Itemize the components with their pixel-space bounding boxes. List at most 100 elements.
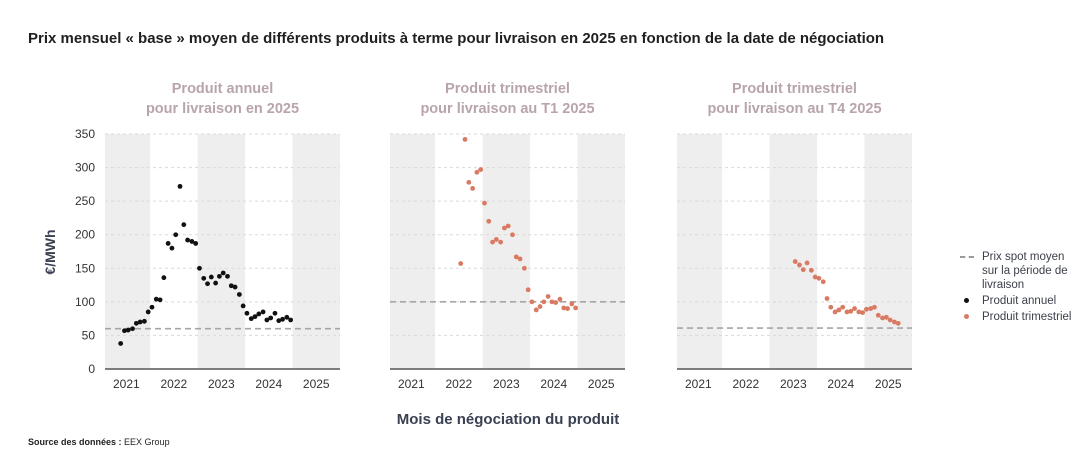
data-point (478, 167, 484, 172)
data-point (260, 309, 266, 315)
data-point (173, 232, 179, 238)
data-point (852, 306, 857, 311)
data-point (458, 261, 464, 266)
data-point (513, 254, 519, 260)
data-point (470, 185, 476, 191)
data-point (883, 314, 889, 320)
x-tick-label: 2021 (685, 377, 712, 391)
data-point (474, 169, 480, 175)
x-tick-label: 2023 (780, 377, 807, 391)
data-point (533, 307, 539, 313)
data-point (466, 179, 472, 185)
y-tick-label: 100 (75, 295, 95, 309)
data-point (557, 296, 563, 302)
data-point (157, 297, 163, 303)
data-point (493, 237, 499, 242)
year-band (197, 134, 246, 369)
legend-item-quarterly: Produit trimestriel (960, 310, 1077, 324)
source-note: Source des données : EEX Group (28, 437, 170, 447)
y-axis-label: €/MWh (42, 229, 58, 274)
legend-label-annual: Produit annuel (982, 295, 1057, 307)
data-point (217, 273, 222, 279)
x-tick-label: 2025 (303, 377, 330, 391)
data-point (549, 299, 555, 305)
data-point (510, 232, 515, 238)
black-dot-icon (964, 298, 969, 303)
data-point (490, 239, 495, 245)
data-point (189, 239, 195, 244)
orange-dot-icon (964, 314, 969, 319)
panel-title: Produit trimestriel (445, 81, 570, 97)
dashed-line-icon (960, 256, 974, 258)
data-point (545, 294, 551, 299)
data-point (498, 239, 504, 245)
data-point (225, 273, 230, 279)
panel-title: pour livraison au T4 2025 (707, 101, 881, 117)
data-point (875, 312, 881, 318)
data-point (856, 309, 862, 315)
data-point (169, 245, 175, 251)
data-point (887, 317, 893, 323)
legend-item-spot: Prix spot moyen sur la période de livrai… (960, 250, 1077, 292)
data-point (220, 270, 226, 276)
y-tick-label: 300 (75, 161, 95, 175)
data-point (840, 304, 846, 310)
data-point (482, 200, 487, 206)
data-point (808, 267, 814, 273)
y-tick-label: 50 (82, 328, 96, 342)
data-point (232, 284, 238, 290)
data-point (276, 318, 282, 324)
data-point (517, 256, 523, 262)
chart-title: Prix mensuel « base » moyen de différent… (28, 30, 885, 47)
data-point (197, 265, 202, 271)
data-point (561, 305, 567, 311)
data-point (872, 304, 877, 310)
data-point (553, 300, 559, 305)
data-point (895, 320, 901, 326)
data-point (502, 225, 507, 231)
x-tick-label: 2024 (540, 377, 567, 391)
data-point (153, 296, 159, 302)
x-tick-label: 2022 (445, 377, 472, 391)
x-tick-label: 2021 (398, 377, 425, 391)
data-point (832, 309, 838, 315)
data-point (284, 314, 290, 320)
data-point (205, 281, 210, 287)
data-point (213, 280, 219, 286)
x-tick-label: 2025 (588, 377, 615, 391)
panel-title: pour livraison en 2025 (146, 101, 299, 117)
legend-label-quarterly: Produit trimestriel (982, 311, 1072, 323)
data-point (288, 317, 294, 323)
data-point (181, 222, 187, 228)
legend-label-spot: Prix spot moyen sur la période de livrai… (982, 251, 1068, 291)
year-band (864, 134, 912, 369)
data-point (161, 275, 167, 281)
x-tick-label: 2023 (208, 377, 235, 391)
y-tick-label: 0 (88, 362, 95, 376)
legend-item-annual: Produit annuel (960, 294, 1077, 308)
data-point (462, 136, 468, 142)
data-point (569, 301, 575, 307)
data-point (892, 319, 897, 325)
data-point (185, 237, 191, 243)
data-point (797, 262, 802, 268)
data-point (252, 314, 258, 320)
data-point (860, 310, 866, 315)
y-tick-label: 250 (75, 194, 95, 208)
data-point (573, 305, 579, 311)
x-tick-label: 2022 (732, 377, 759, 391)
data-point (565, 306, 570, 311)
panel-title: Produit trimestriel (732, 81, 857, 97)
data-point (145, 309, 151, 315)
data-point (236, 292, 242, 297)
panel-title: pour livraison au T1 2025 (420, 101, 594, 117)
year-band (769, 134, 818, 369)
y-tick-label: 350 (75, 127, 95, 141)
x-tick-label: 2024 (827, 377, 854, 391)
year-band (577, 134, 625, 369)
data-point (256, 311, 262, 317)
data-point (828, 304, 834, 310)
x-axis-label: Mois de négociation du produit (397, 411, 620, 428)
data-point (824, 296, 830, 301)
